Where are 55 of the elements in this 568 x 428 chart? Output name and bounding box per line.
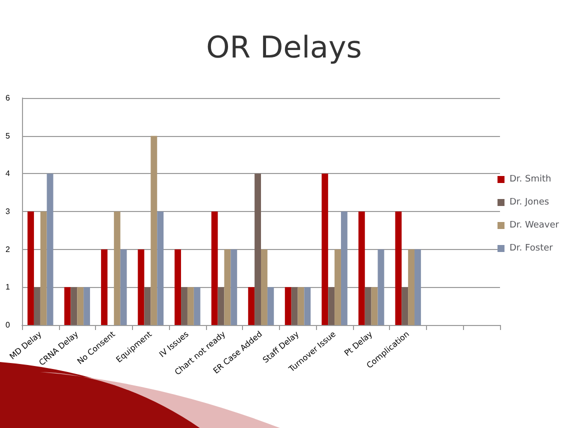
bar (101, 249, 108, 325)
bar (291, 287, 298, 325)
bar (40, 212, 47, 325)
bar (157, 212, 164, 325)
bar (218, 287, 224, 325)
bar (84, 287, 90, 325)
bar (224, 249, 231, 325)
bar (322, 174, 328, 325)
y-tick-label: 5 (6, 131, 11, 140)
bar (70, 287, 78, 325)
y-tick-label: 4 (6, 169, 11, 178)
bar (267, 287, 274, 325)
y-tick-label: 1 (6, 282, 11, 292)
y-tick-label: 3 (6, 207, 11, 216)
bar (211, 212, 218, 325)
bar (181, 287, 188, 325)
legend-label: Dr. Smith (509, 174, 552, 184)
bar (150, 136, 158, 325)
bar (298, 287, 304, 325)
bar (408, 249, 415, 325)
bar (334, 249, 341, 325)
chart-title: OR Delays (206, 30, 362, 66)
bar (340, 212, 348, 325)
bar (248, 287, 255, 325)
legend-label: Dr. Foster (509, 244, 554, 254)
bar (328, 287, 335, 325)
bar (144, 287, 151, 325)
bar (402, 287, 408, 325)
bar (284, 287, 292, 325)
bar (77, 287, 84, 325)
bar (28, 212, 34, 325)
y-tick-label: 6 (6, 94, 11, 102)
bar (64, 287, 71, 325)
bar (114, 212, 120, 325)
bar (304, 287, 311, 325)
bar (371, 287, 378, 325)
bar (395, 212, 402, 325)
bar (174, 249, 182, 325)
legend-label: Dr. Weaver (509, 220, 560, 230)
bar (358, 212, 365, 325)
bar (261, 249, 268, 325)
y-tick-label: 2 (6, 244, 11, 254)
bar (194, 287, 200, 325)
bar (120, 249, 127, 325)
bar (378, 249, 384, 325)
bar (46, 174, 54, 325)
bar (364, 287, 372, 325)
bar (414, 249, 421, 325)
bar (254, 174, 261, 325)
legend-label: Dr. Jones (509, 198, 550, 208)
bar (138, 249, 144, 325)
bar (34, 287, 40, 325)
bar (187, 287, 194, 325)
bar (230, 249, 238, 325)
y-tick-label: 0 (6, 320, 11, 330)
